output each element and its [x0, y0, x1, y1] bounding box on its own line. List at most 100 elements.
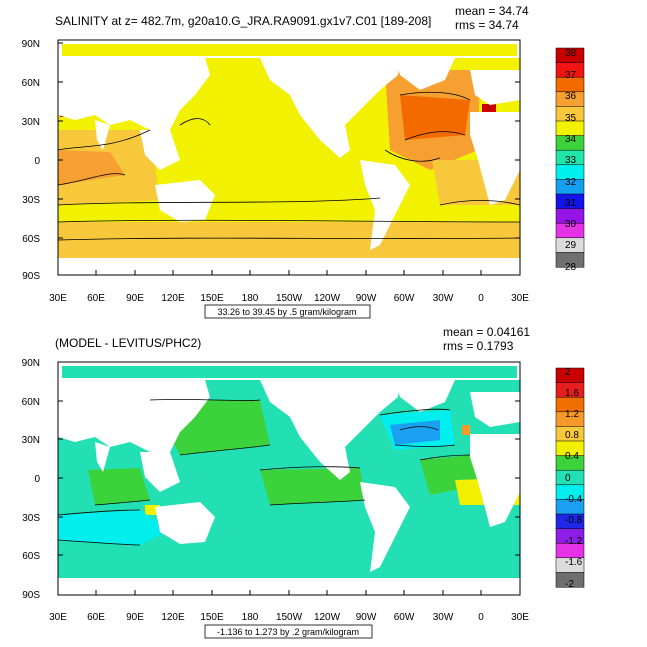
lon-tick: 150W [276, 612, 303, 623]
lon-tick: 60W [394, 293, 415, 304]
southern-ocean-band [58, 222, 520, 258]
difference-contours [57, 399, 471, 546]
lat-tick: 0 [34, 156, 40, 167]
salinity-colorbar [555, 47, 585, 268]
arctic-ocean [62, 44, 517, 56]
lon-tick: 0 [478, 612, 484, 623]
range-label: -1.136 to 1.273 by .2 gram/kilogram [217, 627, 359, 637]
lat-axis: 90N 60N 30N 0 30S 60S 90S [22, 358, 41, 601]
lon-tick: 30E [511, 612, 529, 623]
lat-tick: 30S [22, 195, 40, 206]
colorbar-label: 30 [565, 219, 577, 230]
lon-tick: 30E [511, 293, 529, 304]
lon-tick: 180 [242, 612, 259, 623]
colorbar-label: 0.4 [565, 451, 579, 462]
range-label: 33.26 to 39.45 by .5 gram/kilogram [217, 307, 356, 317]
colorbar-swatch [555, 252, 585, 268]
range-label-box [204, 304, 371, 319]
colorbar-label: 28 [565, 262, 577, 273]
lat-ticks [58, 400, 520, 556]
colorbar-label: 33 [565, 155, 577, 166]
lat-axis: 90N 60N 30N 0 30S 60S 90S [22, 39, 41, 282]
mean-label: mean = 0.04161 [443, 325, 530, 339]
gulf-stream-core [390, 420, 440, 445]
lon-tick: 90W [356, 612, 377, 623]
arctic-ocean [62, 366, 517, 378]
lon-ticks [95, 590, 482, 595]
lat-tick: 0 [34, 474, 40, 485]
southern-indian-negative [58, 510, 170, 545]
lon-tick: 30E [49, 293, 67, 304]
colorbar-label: 2 [565, 367, 571, 378]
colorbar-label: -1.6 [565, 557, 583, 568]
lon-tick: 30W [433, 612, 454, 623]
lon-tick: 90W [356, 293, 377, 304]
colorbar-label: 36 [565, 91, 577, 102]
mediterranean-positive [462, 425, 470, 435]
lon-tick: 120W [314, 612, 341, 623]
lon-tick: 60W [394, 612, 415, 623]
lat-tick: 60S [22, 234, 40, 245]
mediterranean-outflow [482, 104, 496, 112]
lon-tick: 180 [242, 293, 259, 304]
panel-title: SALINITY at z= 482.7m, g20a10.G_JRA.RA90… [55, 14, 431, 28]
colorbar-label: -1.2 [565, 536, 583, 547]
lon-tick: 150E [200, 612, 224, 623]
colorbar-label: 0.8 [565, 430, 579, 441]
salinity-contours [57, 91, 521, 241]
difference-colorbar [555, 367, 585, 588]
lon-tick: 0 [478, 293, 484, 304]
lon-tick: 120E [161, 293, 185, 304]
lat-tick: 90S [22, 271, 40, 282]
lon-tick: 120E [161, 612, 185, 623]
lat-tick: 30S [22, 513, 40, 524]
mean-label: mean = 34.74 [455, 4, 529, 18]
lat-tick: 60N [22, 397, 40, 408]
lat-tick: 30N [22, 117, 40, 128]
colorbar-label: 0 [565, 473, 571, 484]
colorbar-label: 1.6 [565, 388, 579, 399]
colorbar-label: 32 [565, 177, 577, 188]
north-atlantic-core [400, 95, 470, 140]
arabian-sea-salty [58, 150, 125, 185]
rms-label: rms = 0.1793 [443, 339, 514, 353]
colorbar-label: 31 [565, 198, 577, 209]
indian-positive [88, 468, 150, 505]
difference-panel: (MODEL - LEVITUS/PHC2) mean = 0.04161 rm… [22, 325, 585, 639]
lon-tick: 150E [200, 293, 224, 304]
lat-tick: 60S [22, 551, 40, 562]
rms-label: rms = 34.74 [455, 18, 519, 32]
lon-axis: 30E 60E 90E 120E 150E 180 150W 120W 90W … [49, 612, 529, 623]
lon-axis: 30E 60E 90E 120E 150E 180 150W 120W 90W … [49, 293, 529, 304]
lon-tick: 90E [126, 612, 144, 623]
colorbar-swatch [555, 572, 585, 588]
salinity-map [57, 39, 521, 276]
colorbar-label: 38 [565, 48, 577, 59]
lon-tick: 60E [87, 293, 105, 304]
colorbar-labels: 38 37 36 35 34 33 32 31 30 29 28 [565, 48, 577, 273]
lon-tick: 120W [314, 293, 341, 304]
difference-map [57, 361, 521, 596]
colorbar-label: 35 [565, 113, 577, 124]
lat-tick: 90S [22, 590, 40, 601]
lon-tick: 60E [87, 612, 105, 623]
colorbar-labels: 2 1.6 1.2 0.8 0.4 0 -0.4 -0.8 -1.2 -1.6 … [565, 367, 583, 590]
colorbar-label: 1.2 [565, 409, 579, 420]
indian-yellow [145, 505, 160, 515]
lat-tick: 90N [22, 39, 40, 50]
colorbar-label: -2 [565, 579, 574, 590]
lon-tick: 90E [126, 293, 144, 304]
lat-tick: 60N [22, 78, 40, 89]
lon-tick: 30W [433, 293, 454, 304]
lat-tick: 30N [22, 435, 40, 446]
colorbar-label: -0.8 [565, 515, 583, 526]
panel-title: (MODEL - LEVITUS/PHC2) [55, 336, 201, 350]
colorbar-label: -0.4 [565, 494, 583, 505]
lon-tick: 30E [49, 612, 67, 623]
lon-ticks [95, 270, 482, 275]
colorbar-label: 37 [565, 70, 577, 81]
east-pacific-positive [260, 468, 365, 505]
lat-tick: 90N [22, 358, 40, 369]
colorbar-label: 29 [565, 240, 577, 251]
